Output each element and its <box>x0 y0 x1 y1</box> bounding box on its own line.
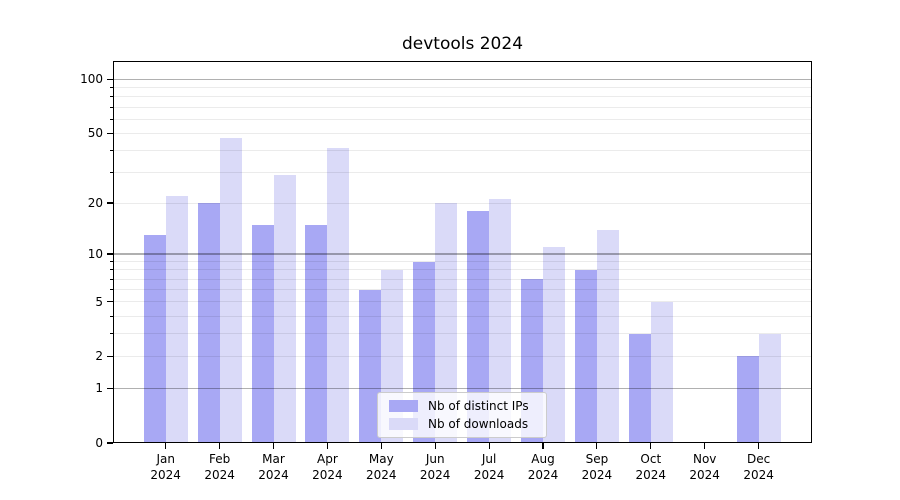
x-tick-label: May 2024 <box>366 452 397 482</box>
y-tick-mark <box>107 253 113 255</box>
legend-swatch-downloads <box>389 418 418 430</box>
x-tick-label: Mar 2024 <box>258 452 289 482</box>
legend: Nb of distinct IPs Nb of downloads <box>377 392 547 438</box>
y-tick-mark <box>107 442 113 444</box>
x-tick-mark <box>219 443 221 449</box>
x-tick-mark <box>596 443 598 449</box>
x-tick-label: Sep 2024 <box>581 452 613 482</box>
y-minor-tick-mark <box>109 261 113 263</box>
legend-entry-downloads: Nb of downloads <box>389 417 538 431</box>
bar-downloads-sep <box>596 229 619 443</box>
y-minor-gridline <box>113 171 812 173</box>
bar-downloads-dec <box>758 333 781 443</box>
x-tick-mark <box>704 443 706 449</box>
bar-distinct-ips-dec <box>736 356 759 443</box>
x-tick-mark <box>326 443 328 449</box>
bar-downloads-feb <box>219 137 242 443</box>
x-tick-mark <box>758 443 760 449</box>
y-tick-mark <box>107 387 113 389</box>
y-minor-gridline <box>113 149 812 151</box>
bar-distinct-ips-feb <box>197 203 220 443</box>
y-major-gridline <box>113 387 812 389</box>
legend-label-downloads: Nb of downloads <box>428 417 529 431</box>
y-tick-label: 20 <box>87 196 103 211</box>
y-minor-gridline <box>113 315 812 317</box>
legend-entry-distinct-ips: Nb of distinct IPs <box>389 399 538 413</box>
y-minor-tick-mark <box>109 202 113 204</box>
y-minor-tick-mark <box>109 132 113 134</box>
y-tick-label: 0 <box>95 436 103 450</box>
y-minor-gridline <box>113 202 812 204</box>
y-minor-gridline <box>113 96 812 98</box>
x-tick-mark <box>542 443 544 449</box>
y-minor-tick-mark <box>109 301 113 303</box>
y-minor-gridline <box>113 278 812 280</box>
x-tick-label: Apr 2024 <box>312 452 343 482</box>
y-tick-mark <box>107 78 113 80</box>
bar-downloads-jan <box>165 195 188 443</box>
y-minor-tick-mark <box>109 96 113 98</box>
y-minor-tick-mark <box>109 171 113 173</box>
legend-label-distinct-ips: Nb of distinct IPs <box>428 399 529 413</box>
y-minor-tick-mark <box>109 269 113 271</box>
bar-distinct-ips-sep <box>574 269 597 443</box>
x-tick-label: Jun 2024 <box>419 452 451 482</box>
y-major-gridline <box>113 78 812 80</box>
bar-downloads-apr <box>327 148 350 443</box>
y-minor-tick-mark <box>109 118 113 120</box>
y-minor-tick-mark <box>109 315 113 317</box>
y-tick-label: 2 <box>95 349 103 364</box>
x-tick-mark <box>650 443 652 449</box>
y-minor-gridline <box>113 118 812 120</box>
x-tick-mark <box>434 443 436 449</box>
bar-distinct-ips-jul <box>467 210 490 443</box>
y-major-gridline <box>113 253 812 255</box>
x-tick-label: Feb 2024 <box>204 452 235 482</box>
y-minor-gridline <box>113 355 812 357</box>
bar-distinct-ips-may <box>359 289 382 443</box>
y-minor-gridline <box>113 132 812 134</box>
y-minor-gridline <box>113 289 812 291</box>
x-tick-mark <box>380 443 382 449</box>
x-tick-label: Nov 2024 <box>689 452 720 482</box>
y-minor-gridline <box>113 106 812 108</box>
y-minor-gridline <box>113 269 812 271</box>
y-minor-gridline <box>113 87 812 89</box>
y-minor-tick-mark <box>109 278 113 280</box>
y-minor-tick-mark <box>109 289 113 291</box>
y-tick-label: 1 <box>95 381 103 396</box>
x-tick-label: Aug 2024 <box>527 452 559 482</box>
x-tick-mark <box>165 443 167 449</box>
y-minor-gridline <box>113 261 812 263</box>
legend-swatch-distinct-ips <box>389 400 418 412</box>
x-tick-label: Jul 2024 <box>473 452 505 482</box>
x-tick-mark <box>272 443 275 449</box>
bar-distinct-ips-jan <box>143 235 166 443</box>
y-tick-label: 5 <box>95 294 103 309</box>
y-minor-tick-mark <box>109 149 113 151</box>
y-tick-label: 10 <box>87 247 103 262</box>
bar-distinct-ips-oct <box>628 333 651 443</box>
y-minor-gridline <box>113 301 812 303</box>
bar-downloads-jun <box>435 203 458 443</box>
x-tick-label: Dec 2024 <box>743 452 774 482</box>
x-tick-label: Jan 2024 <box>150 452 181 482</box>
x-tick-mark <box>488 443 490 449</box>
y-minor-tick-mark <box>109 87 113 89</box>
y-tick-label: 50 <box>87 126 103 141</box>
chart-title: devtools 2024 <box>401 34 524 54</box>
y-minor-gridline <box>113 333 812 335</box>
bar-downloads-mar <box>273 174 296 443</box>
bar-downloads-aug <box>543 247 565 443</box>
y-minor-tick-mark <box>109 106 113 108</box>
y-minor-tick-mark <box>109 355 113 357</box>
bar-downloads-oct <box>650 301 673 443</box>
x-tick-label: Oct 2024 <box>635 452 667 482</box>
bar-distinct-ips-mar <box>251 224 274 443</box>
y-tick-label: 100 <box>80 72 103 87</box>
y-minor-tick-mark <box>109 333 113 335</box>
bar-distinct-ips-apr <box>305 224 328 443</box>
bar-downloads-jul <box>489 199 512 443</box>
